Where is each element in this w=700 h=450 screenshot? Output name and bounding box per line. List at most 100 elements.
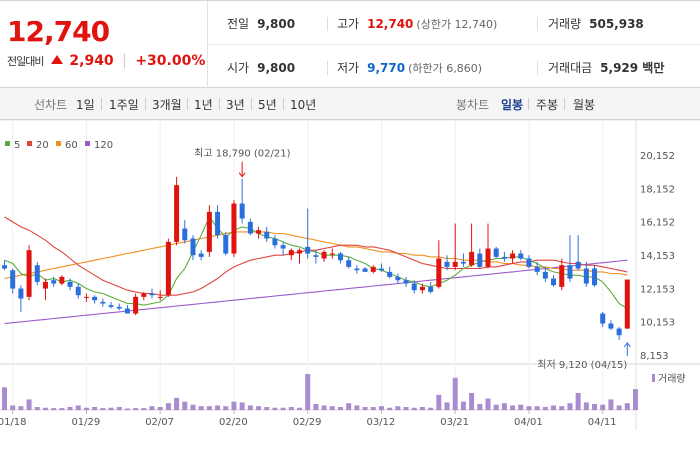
stat-high: 고가 12,740 (상한가 12,740) <box>337 15 497 32</box>
legend-swatch <box>56 141 61 146</box>
tab-1year[interactable]: 1년 <box>194 98 213 112</box>
volume-bar <box>411 407 417 410</box>
legend-label: 20 <box>36 140 49 151</box>
tab-divider <box>528 98 529 110</box>
volume-legend-swatch <box>652 374 655 382</box>
volume-bar <box>264 406 270 410</box>
candle-body <box>460 261 466 264</box>
candle-body <box>239 203 245 219</box>
x-axis: 01/18 01/29 02/07 02/20 02/29 03/12 03/21 04/01… <box>0 410 617 428</box>
stat-label: 거래대금 <box>548 61 593 75</box>
volume-bar <box>67 406 73 410</box>
candle-body <box>182 228 188 241</box>
volume-bar <box>305 374 311 410</box>
candle-body <box>83 296 89 298</box>
candle-body <box>329 253 335 255</box>
volume-bar <box>583 402 589 410</box>
tab-5year[interactable]: 5년 <box>258 98 277 112</box>
volume-bar <box>75 405 81 410</box>
stat-sub: (하한가 6,860) <box>408 62 482 75</box>
candle-body <box>206 211 212 252</box>
candle-body <box>231 203 237 254</box>
tab-3year[interactable]: 3년 <box>226 98 245 112</box>
candle-body <box>92 296 98 301</box>
volume-bar <box>174 397 180 410</box>
candle-body <box>42 281 48 289</box>
tab-monthly[interactable]: 월봉 <box>573 98 596 112</box>
stat-volume: 거래량 505,938 <box>548 15 644 32</box>
y-tick-label: 18,152 <box>640 184 675 195</box>
candle-body <box>387 271 393 277</box>
volume-bar <box>534 406 540 410</box>
tab-1week[interactable]: 1주일 <box>109 98 139 112</box>
volume-bar <box>362 406 368 410</box>
volume-bar <box>477 403 483 410</box>
price-panel: 12,740 전일대비 2,940 | +30.00% <box>0 1 208 88</box>
tab-daily[interactable]: 일봉 <box>501 98 524 112</box>
stat-label: 고가 <box>337 17 360 31</box>
volume-bar <box>370 406 376 410</box>
tab-1day[interactable]: 1일 <box>76 98 95 112</box>
candle-body <box>133 296 139 314</box>
volume-bar <box>354 405 360 410</box>
volume-bar <box>542 406 548 410</box>
volume-bar <box>444 402 450 410</box>
volume-bar <box>206 406 212 410</box>
candle-body <box>165 241 171 296</box>
volume-bar <box>567 403 573 410</box>
candle-body <box>592 268 598 286</box>
volume-bar <box>272 407 278 410</box>
candle-body <box>362 268 368 272</box>
candle-body <box>305 246 311 254</box>
tab-weekly[interactable]: 주봉 <box>536 98 559 112</box>
legend: 5 20 60 120 <box>5 140 113 151</box>
candle-body <box>600 313 606 324</box>
tab-3month[interactable]: 3개월 <box>152 98 182 112</box>
volume-bar <box>493 404 499 410</box>
y-tick-label: 20,152 <box>640 151 675 162</box>
change-percent: +30.00% <box>135 53 206 69</box>
volume-bar <box>378 406 384 410</box>
legend-swatch <box>85 141 90 146</box>
candle-body <box>436 258 442 287</box>
volume-bar <box>321 405 327 410</box>
volume-bar <box>633 389 638 410</box>
x-tick-label: 02/07 <box>145 417 174 428</box>
stat-value: 9,800 <box>257 17 296 31</box>
annotations: 최고 18,790 (02/21) 최저 9,120 (04/15) <box>194 148 631 371</box>
y-tick-label: 14,153 <box>640 251 675 262</box>
legend-label: 120 <box>94 140 113 151</box>
candle-body <box>616 328 622 336</box>
volume-bar <box>182 401 188 410</box>
volume-bar <box>518 404 524 410</box>
y-tick-label: 8,153 <box>640 351 669 362</box>
volume-bar <box>280 407 286 410</box>
volume-bar <box>329 406 335 410</box>
candle-body <box>428 286 434 292</box>
change-separator: | <box>122 53 127 69</box>
tab-divider <box>251 98 252 110</box>
volume-bar <box>165 403 171 410</box>
stat-open: 시가 9,800 <box>227 59 295 76</box>
stat-divider <box>327 61 328 75</box>
volume-bar <box>83 407 89 410</box>
legend-swatch <box>5 141 10 146</box>
x-tick-label: 04/01 <box>514 417 543 428</box>
candle-body <box>354 268 360 271</box>
stat-value: 12,740 <box>367 17 414 31</box>
volume-bar <box>387 407 393 410</box>
candles <box>2 176 630 340</box>
candle-body <box>280 245 286 249</box>
stat-label: 저가 <box>337 61 360 75</box>
candle-body <box>51 280 57 284</box>
tab-10year[interactable]: 10년 <box>290 98 317 112</box>
volume-bar <box>526 406 532 410</box>
candle-body <box>149 293 155 296</box>
candle-body <box>559 265 565 287</box>
x-tick-label: 02/29 <box>293 417 322 428</box>
stat-trade-value: 거래대금 5,929 백만 <box>548 59 664 76</box>
volume-bar <box>231 401 237 410</box>
ma-line-ma120 <box>4 259 628 325</box>
candle-body <box>624 279 630 329</box>
stat-value: 9,800 <box>257 61 296 75</box>
